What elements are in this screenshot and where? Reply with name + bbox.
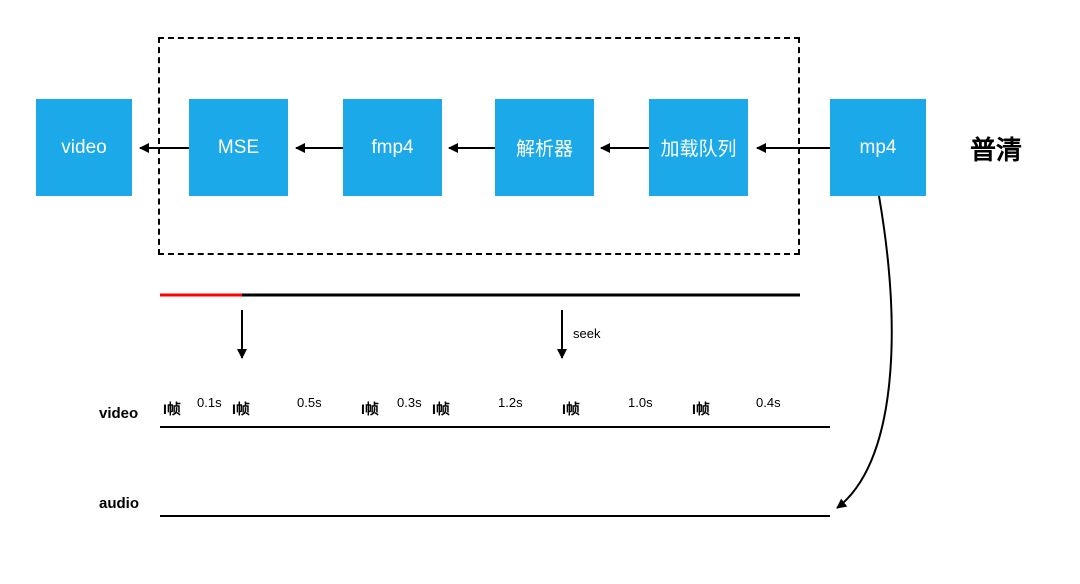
diagram-canvas: video MSE fmp4 解析器加载队列 mp4 普清 video audio se…	[0, 0, 1080, 584]
iframe-mark: I帧	[361, 399, 379, 419]
iframe-mark: I帧	[232, 399, 250, 419]
node-queue: 加载队列	[649, 99, 748, 196]
iframe-mark: I帧	[562, 399, 580, 419]
iframe-mark: I帧	[163, 399, 181, 419]
time-mark: 0.3s	[397, 395, 422, 410]
mp4-to-audio-arrow	[837, 196, 892, 508]
audio-track-label: audio	[99, 495, 139, 512]
quality-label: 普清	[970, 130, 1022, 167]
time-mark: 0.1s	[197, 395, 222, 410]
node-fmp4: fmp4	[343, 99, 442, 196]
seek-label: seek	[573, 326, 600, 341]
node-video: video	[36, 99, 132, 196]
iframe-mark: I帧	[432, 399, 450, 419]
time-mark: 1.0s	[628, 395, 653, 410]
video-track-label: video	[99, 405, 138, 422]
node-parser: 解析器	[495, 99, 594, 196]
time-mark: 0.5s	[297, 395, 322, 410]
time-mark: 0.4s	[756, 395, 781, 410]
time-mark: 1.2s	[498, 395, 523, 410]
iframe-mark: I帧	[692, 399, 710, 419]
node-mse: MSE	[189, 99, 288, 196]
node-mp4: mp4	[830, 99, 926, 196]
